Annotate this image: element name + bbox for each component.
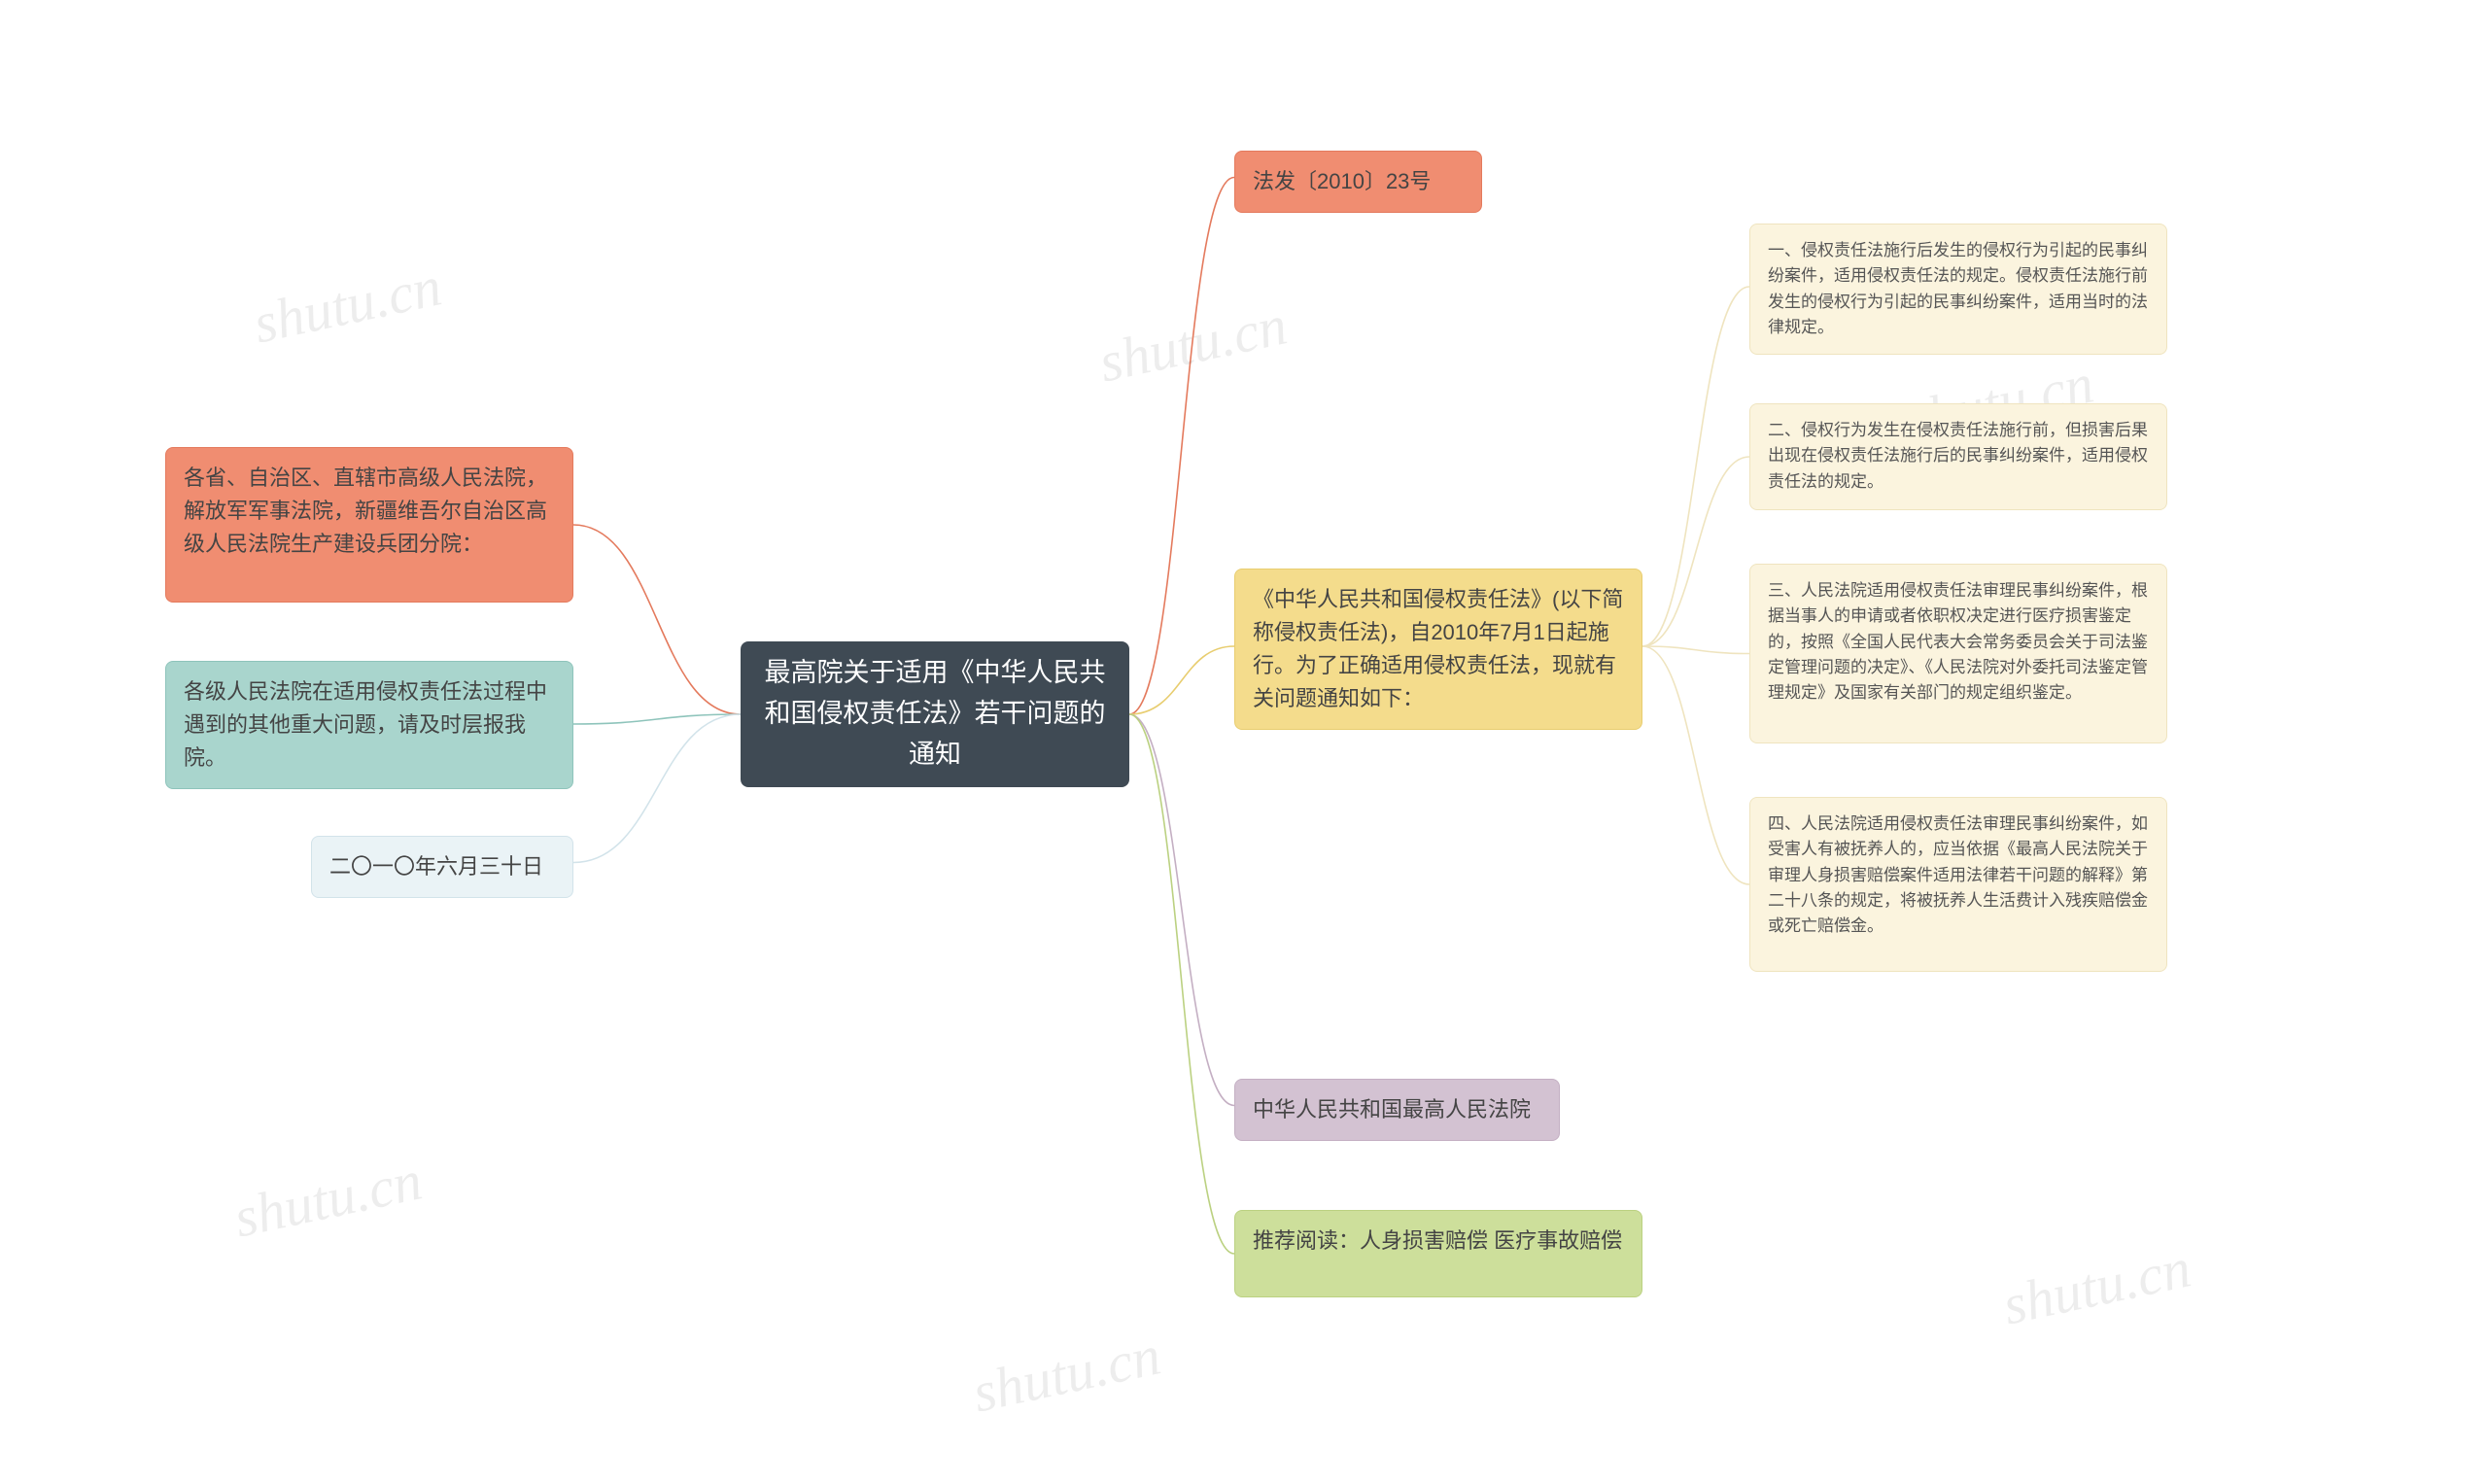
center-node-text: 最高院关于适用《中华人民共和国侵权责任法》若干问题的通知 — [758, 653, 1112, 776]
right-branch-2-text: 中华人民共和国最高人民法院 — [1253, 1097, 1531, 1122]
right-branch-1-child-1: 二、侵权行为发生在侵权责任法施行前，但损害后果出现在侵权责任法施行后的民事纠纷案… — [1749, 403, 2167, 510]
watermark: shutu.cn — [967, 1322, 1166, 1425]
center-node: 最高院关于适用《中华人民共和国侵权责任法》若干问题的通知 — [741, 641, 1129, 787]
right-branch-1: 《中华人民共和国侵权责任法》(以下简称侵权责任法)，自2010年7月1日起施行。… — [1234, 569, 1642, 730]
right-branch-1-child-0: 一、侵权责任法施行后发生的侵权行为引起的民事纠纷案件，适用侵权责任法的规定。侵权… — [1749, 224, 2167, 355]
left-branch-1-text: 各级人民法院在适用侵权责任法过程中遇到的其他重大问题，请及时层报我院。 — [184, 679, 547, 770]
left-branch-2: 二〇一〇年六月三十日 — [311, 836, 573, 898]
right-branch-1-child-2-text: 三、人民法院适用侵权责任法审理民事纠纷案件，根据当事人的申请或者依职权决定进行医… — [1768, 581, 2148, 702]
left-branch-1: 各级人民法院在适用侵权责任法过程中遇到的其他重大问题，请及时层报我院。 — [165, 661, 573, 789]
right-branch-1-child-2: 三、人民法院适用侵权责任法审理民事纠纷案件，根据当事人的申请或者依职权决定进行医… — [1749, 564, 2167, 743]
right-branch-1-child-3-text: 四、人民法院适用侵权责任法审理民事纠纷案件，如受害人有被抚养人的，应当依据《最高… — [1768, 814, 2148, 935]
watermark: shutu.cn — [248, 253, 447, 356]
right-branch-1-child-1-text: 二、侵权行为发生在侵权责任法施行前，但损害后果出现在侵权责任法施行后的民事纠纷案… — [1768, 421, 2148, 491]
right-branch-0: 法发〔2010〕23号 — [1234, 151, 1482, 213]
right-branch-2: 中华人民共和国最高人民法院 — [1234, 1079, 1560, 1141]
right-branch-0-text: 法发〔2010〕23号 — [1253, 169, 1431, 193]
watermark: shutu.cn — [1997, 1234, 2196, 1337]
watermark: shutu.cn — [228, 1147, 428, 1250]
right-branch-3: 推荐阅读：人身损害赔偿 医疗事故赔偿 — [1234, 1210, 1642, 1297]
right-branch-1-child-3: 四、人民法院适用侵权责任法审理民事纠纷案件，如受害人有被抚养人的，应当依据《最高… — [1749, 797, 2167, 972]
right-branch-3-text: 推荐阅读：人身损害赔偿 医疗事故赔偿 — [1253, 1228, 1622, 1253]
right-branch-1-text: 《中华人民共和国侵权责任法》(以下简称侵权责任法)，自2010年7月1日起施行。… — [1253, 587, 1623, 710]
left-branch-2-text: 二〇一〇年六月三十日 — [329, 854, 543, 879]
left-branch-0-text: 各省、自治区、直辖市高级人民法院，解放军军事法院，新疆维吾尔自治区高级人民法院生… — [184, 466, 547, 556]
left-branch-0: 各省、自治区、直辖市高级人民法院，解放军军事法院，新疆维吾尔自治区高级人民法院生… — [165, 447, 573, 603]
right-branch-1-child-0-text: 一、侵权责任法施行后发生的侵权行为引起的民事纠纷案件，适用侵权责任法的规定。侵权… — [1768, 241, 2148, 336]
watermark: shutu.cn — [1093, 292, 1293, 395]
